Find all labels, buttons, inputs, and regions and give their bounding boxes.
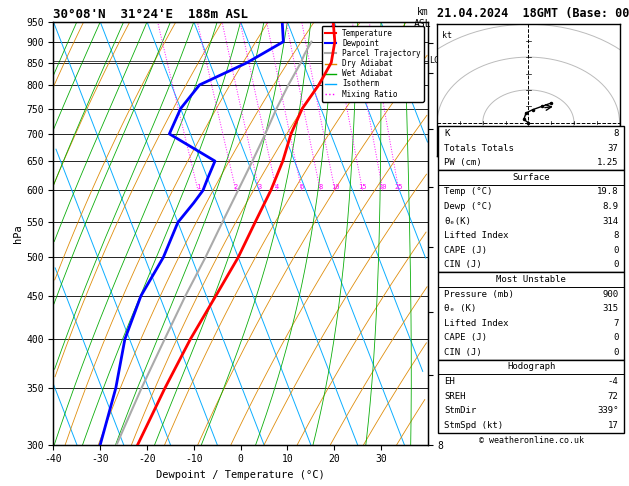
Legend: Temperature, Dewpoint, Parcel Trajectory, Dry Adiabat, Wet Adiabat, Isotherm, Mi: Temperature, Dewpoint, Parcel Trajectory… [321, 26, 424, 102]
Text: -4: -4 [608, 377, 618, 386]
Text: Lifted Index: Lifted Index [444, 319, 508, 328]
Text: CIN (J): CIN (J) [444, 260, 482, 269]
Text: EH: EH [444, 377, 455, 386]
Text: 19.8: 19.8 [597, 188, 618, 196]
Text: kt: kt [442, 31, 452, 40]
Text: Totals Totals: Totals Totals [444, 144, 514, 153]
Text: 1: 1 [196, 184, 200, 191]
Text: 7: 7 [613, 319, 618, 328]
Text: 2: 2 [234, 184, 238, 191]
Text: K: K [444, 129, 449, 138]
Text: 8.9: 8.9 [603, 202, 618, 211]
Text: Dewp (°C): Dewp (°C) [444, 202, 493, 211]
Text: 10: 10 [331, 184, 339, 191]
Text: 339°: 339° [597, 406, 618, 415]
Text: Temp (°C): Temp (°C) [444, 188, 493, 196]
Text: 1.25: 1.25 [597, 158, 618, 167]
Text: Pressure (mb): Pressure (mb) [444, 290, 514, 298]
Text: 17: 17 [608, 421, 618, 430]
Text: CAPE (J): CAPE (J) [444, 246, 487, 255]
Text: 315: 315 [603, 304, 618, 313]
Text: 8: 8 [613, 129, 618, 138]
Text: θₑ (K): θₑ (K) [444, 304, 476, 313]
Text: Lifted Index: Lifted Index [444, 231, 508, 240]
Text: PW (cm): PW (cm) [444, 158, 482, 167]
Text: StmSpd (kt): StmSpd (kt) [444, 421, 503, 430]
Text: Hodograph: Hodograph [507, 363, 555, 371]
Text: 900: 900 [603, 290, 618, 298]
Text: 72: 72 [608, 392, 618, 400]
Text: © weatheronline.co.uk: © weatheronline.co.uk [479, 435, 584, 445]
Y-axis label: hPa: hPa [13, 224, 23, 243]
Text: 6: 6 [299, 184, 304, 191]
Text: 0: 0 [613, 348, 618, 357]
Text: 8: 8 [318, 184, 323, 191]
Text: Most Unstable: Most Unstable [496, 275, 566, 284]
Text: km
ASL: km ASL [414, 7, 431, 29]
X-axis label: Dewpoint / Temperature (°C): Dewpoint / Temperature (°C) [156, 470, 325, 480]
Text: 8: 8 [613, 231, 618, 240]
Text: 15: 15 [359, 184, 367, 191]
Text: 0: 0 [613, 246, 618, 255]
Text: Surface: Surface [513, 173, 550, 182]
Text: CIN (J): CIN (J) [444, 348, 482, 357]
Y-axis label: Mixing Ratio (g/kg): Mixing Ratio (g/kg) [445, 182, 454, 284]
Text: 4: 4 [274, 184, 279, 191]
Text: 314: 314 [603, 217, 618, 226]
Text: CAPE (J): CAPE (J) [444, 333, 487, 342]
Text: 0: 0 [613, 260, 618, 269]
Text: 37: 37 [608, 144, 618, 153]
Text: SREH: SREH [444, 392, 465, 400]
Text: θₑ(K): θₑ(K) [444, 217, 471, 226]
Text: 0: 0 [613, 333, 618, 342]
Text: 25: 25 [394, 184, 403, 191]
Text: 20: 20 [379, 184, 387, 191]
Text: 3: 3 [257, 184, 262, 191]
Text: LCL: LCL [429, 56, 444, 65]
Text: StmDir: StmDir [444, 406, 476, 415]
Text: 30°08'N  31°24'E  188m ASL: 30°08'N 31°24'E 188m ASL [53, 8, 248, 21]
Text: 21.04.2024  18GMT (Base: 00): 21.04.2024 18GMT (Base: 00) [437, 7, 629, 20]
